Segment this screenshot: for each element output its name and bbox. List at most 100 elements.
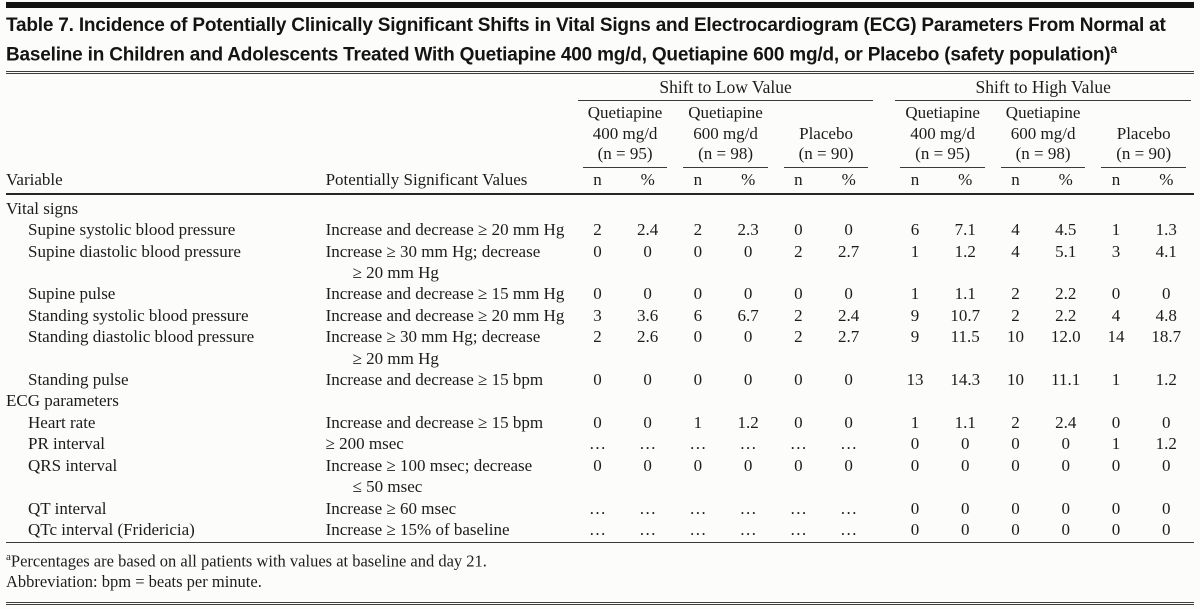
cell-pct-value: 1.2: [1155, 370, 1177, 390]
cell-n-value: 13: [906, 370, 924, 390]
cell-n-value: 2: [794, 241, 803, 261]
cell-n-value: 2: [794, 327, 803, 347]
cell-n-value: 0: [910, 498, 920, 518]
cell-n-value: 0: [593, 455, 602, 475]
subgroup-placebo-low: Placebo (n = 90): [776, 101, 877, 168]
group-gap: [876, 498, 892, 519]
cell-n-value: 0: [910, 455, 920, 475]
group-gap: [876, 241, 892, 284]
cell-pct-value: 0: [844, 220, 853, 240]
cell-pct-value: 2.2: [1055, 305, 1077, 325]
cell-n-value: …: [689, 498, 707, 518]
cell-pct-value: …: [639, 498, 657, 518]
n-column-header: n: [1093, 167, 1139, 195]
row-significant-values: Increase and decrease ≥ 20 mm Hg: [325, 305, 565, 325]
row-significant-values-line2: ≤ 50 msec: [352, 477, 423, 497]
cell-pct-value: 0: [1061, 519, 1070, 539]
n-column-header: n: [775, 167, 822, 195]
table-row: Heart rate Increase and decrease ≥ 15 bpm…: [6, 412, 1194, 433]
cell-n-value: 0: [910, 519, 920, 539]
cell-n-value: 0: [794, 455, 803, 475]
cell-n-value: 3: [593, 305, 602, 325]
cell-pct-value: 1.1: [954, 284, 976, 304]
row-significant-values-line2: ≥ 20 mm Hg: [352, 348, 439, 368]
cell-pct-value: 0: [1162, 412, 1171, 432]
cell-n-value: 2: [593, 327, 602, 347]
row-variable-label: PR interval: [28, 434, 105, 454]
cell-pct-value: …: [739, 519, 757, 539]
group-header-shift-high: Shift to High Value: [892, 74, 1194, 102]
group-header-shift-low: Shift to Low Value: [575, 74, 876, 102]
cell-n-value: 6: [693, 305, 703, 325]
cell-pct-value: 2.4: [1055, 412, 1077, 432]
table-row: Standing systolic blood pressure Increase…: [6, 305, 1194, 326]
row-variable-label: Supine diastolic blood pressure: [28, 241, 241, 261]
cell-pct-value: 0: [643, 370, 652, 390]
table-row: PR interval ≥ 200 msec … … … … … … 0 0 0 0 1 1.2: [6, 433, 1194, 454]
cell-pct-value: 0: [960, 455, 970, 475]
cell-n-value: 10: [1006, 327, 1024, 347]
cell-pct-value: 0: [844, 412, 853, 432]
cell-pct-value: 2.7: [838, 327, 860, 347]
table-title: Table 7. Incidence of Potentially Clinic…: [6, 14, 1194, 66]
cell-pct-value: 2.4: [637, 220, 659, 240]
row-variable-label: Standing pulse: [28, 370, 129, 390]
cell-n-value: 0: [794, 284, 803, 304]
cell-n-value: 2: [794, 305, 803, 325]
cell-pct-value: 0: [844, 370, 853, 390]
cell-pct-value: 0: [743, 455, 753, 475]
section-header: ECG parameters: [6, 391, 119, 411]
cell-pct-value: 0: [1061, 498, 1070, 518]
group-gap: [876, 455, 892, 498]
cell-n-value: 0: [1011, 498, 1020, 518]
row-significant-values: Increase and decrease ≥ 20 mm Hg: [325, 220, 565, 240]
cell-pct-value: 1.2: [737, 412, 759, 432]
cell-n-value: 2: [593, 220, 602, 240]
cell-pct-value: 0: [1061, 434, 1070, 454]
n-column-header: n: [892, 167, 938, 195]
table-row: Standing diastolic blood pressure Increas…: [6, 326, 1194, 369]
section-header: Vital signs: [6, 198, 79, 218]
n-column-header: n: [574, 167, 621, 195]
cell-pct-value: 2.2: [1055, 284, 1077, 304]
cell-n-value: …: [588, 434, 606, 454]
table-row: Supine pulse Increase and decrease ≥ 15 m…: [6, 283, 1194, 304]
cell-n-value: …: [588, 519, 606, 539]
cell-n-value: 1: [1111, 220, 1121, 240]
cell-pct-value: 10.7: [950, 305, 981, 325]
row-variable-label: QRS interval: [28, 455, 118, 475]
cell-pct-value: 18.7: [1151, 327, 1182, 347]
group-gap: [876, 305, 892, 326]
pct-column-header: %: [937, 167, 993, 195]
cell-pct-value: …: [639, 434, 657, 454]
n-column-header: n: [675, 167, 721, 195]
data-table: Shift to Low Value Shift to High Value Q…: [6, 74, 1194, 540]
cell-n-value: 1: [910, 412, 920, 432]
row-significant-values: Increase and decrease ≥ 15 mm Hg: [325, 284, 565, 304]
cell-n-value: …: [689, 519, 707, 539]
cell-pct-value: 6.7: [737, 305, 759, 325]
cell-n-value: 0: [1111, 455, 1121, 475]
group-gap: [876, 412, 892, 433]
pct-column-header: %: [720, 167, 776, 195]
cell-n-value: 0: [910, 434, 920, 454]
group-gap: [876, 283, 892, 304]
row-significant-values: Increase ≥ 15% of baseline: [325, 519, 510, 539]
cell-pct-value: …: [840, 498, 858, 518]
cell-pct-value: 4.1: [1155, 241, 1177, 261]
cell-n-value: 0: [1011, 519, 1020, 539]
footnote-a-marker: a: [6, 551, 11, 564]
footnotes: aPercentages are based on all patients w…: [6, 542, 1194, 592]
cell-pct-value: 0: [960, 434, 970, 454]
cell-n-value: 10: [1006, 370, 1024, 390]
pct-column-header: %: [821, 167, 877, 195]
footnote-abbreviation: Abbreviation: bpm = beats per minute.: [6, 572, 1194, 592]
row-significant-values-line2: ≥ 20 mm Hg: [352, 263, 439, 283]
bottom-rule: [6, 602, 1194, 605]
cell-n-value: …: [789, 498, 807, 518]
row-variable-label: Heart rate: [28, 412, 96, 432]
cell-n-value: 0: [593, 412, 602, 432]
cell-pct-value: 1.2: [954, 241, 976, 261]
cell-pct-value: 4.8: [1155, 305, 1177, 325]
table-row: QRS interval Increase ≥ 100 msec; decreas…: [6, 455, 1194, 498]
